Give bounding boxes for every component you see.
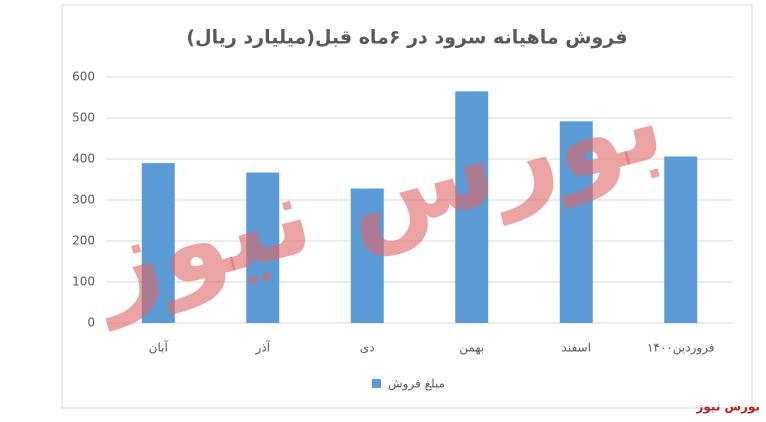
x-tick-label: فروردین۱۴۰۰ [647,341,715,356]
x-tick-label: دی [360,341,375,355]
source: بورس نیوز [695,400,760,415]
bar [350,188,384,323]
bar [664,156,698,323]
bar [559,121,593,323]
y-tick-label: 300 [72,193,95,207]
y-tick-label: 500 [72,111,95,125]
legend-swatch [372,379,381,388]
chart-title: فروش ماهیانه سرود در ۶ماه قبل(میلیارد ری… [186,27,627,49]
x-tick-label: اسفند [562,341,591,355]
legend-label: مبلغ فروش [388,377,445,392]
y-tick-label: 600 [72,70,95,84]
bar [141,163,175,323]
y-tick-label: 400 [72,152,95,166]
x-tick-label: بهمن [459,341,484,356]
y-tick-label: 100 [72,275,95,289]
x-tick-label: آذر [255,340,271,356]
x-tick-label: آبان [149,340,169,355]
bar [455,91,489,323]
chart-frame [61,4,753,409]
y-tick-label: 0 [87,316,95,330]
bar [246,172,280,323]
y-tick-label: 200 [72,234,95,248]
